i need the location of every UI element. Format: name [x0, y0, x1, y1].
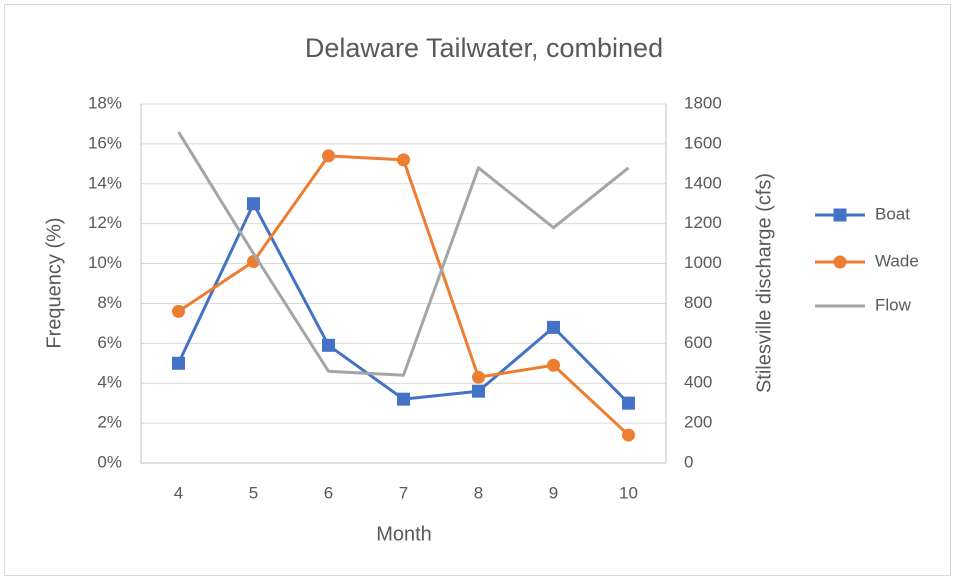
legend-label: Wade: [875, 251, 919, 270]
x-tick-label: 6: [324, 483, 333, 502]
x-tick-label: 8: [474, 483, 483, 502]
legend-label: Boat: [875, 204, 910, 223]
x-tick-label: 4: [174, 483, 183, 502]
y-tick-label: 8%: [97, 293, 122, 312]
y-tick-label: 4%: [97, 373, 122, 392]
x-tick-label: 9: [549, 483, 558, 502]
y-tick-label: 18%: [88, 93, 122, 112]
y2-tick-label: 1600: [684, 133, 722, 152]
marker: [622, 396, 635, 410]
x-tick-label: 7: [399, 483, 408, 502]
y-tick-label: 0%: [97, 452, 122, 471]
chart-frame: [4, 4, 951, 576]
y-tick-label: 10%: [88, 253, 122, 272]
legend-label: Flow: [875, 295, 912, 314]
y-tick-label: 14%: [88, 173, 122, 192]
y-axis-title: Frequency (%): [43, 217, 65, 348]
marker: [622, 428, 635, 442]
y2-tick-label: 1400: [684, 173, 722, 192]
x-tick-label: 5: [249, 483, 258, 502]
marker: [322, 149, 335, 163]
y2-tick-label: 800: [684, 293, 712, 312]
y2-tick-label: 400: [684, 373, 712, 392]
y-tick-label: 6%: [97, 333, 122, 352]
marker: [472, 370, 485, 384]
y2-tick-label: 1800: [684, 93, 722, 112]
y-tick-label: 16%: [88, 133, 122, 152]
marker: [247, 197, 260, 211]
marker: [547, 358, 560, 372]
y-tick-label: 2%: [97, 413, 122, 432]
marker: [472, 384, 485, 398]
y2-axis-title: Stilesville discharge (cfs): [753, 173, 775, 393]
marker: [172, 304, 185, 318]
y2-tick-label: 0: [684, 452, 693, 471]
legend-marker: [833, 208, 847, 222]
marker: [397, 153, 410, 167]
y2-tick-label: 1200: [684, 213, 722, 232]
chart-title: Delaware Tailwater, combined: [305, 33, 663, 63]
marker: [172, 356, 185, 370]
marker: [547, 320, 560, 334]
marker: [322, 338, 335, 352]
y2-tick-label: 200: [684, 413, 712, 432]
y2-tick-label: 600: [684, 333, 712, 352]
x-tick-label: 10: [619, 483, 638, 502]
y-tick-label: 12%: [88, 213, 122, 232]
marker: [397, 392, 410, 406]
x-axis-title: Month: [376, 523, 432, 545]
y2-tick-label: 1000: [684, 253, 722, 272]
series-line: [177, 131, 630, 377]
legend-marker: [833, 255, 847, 269]
